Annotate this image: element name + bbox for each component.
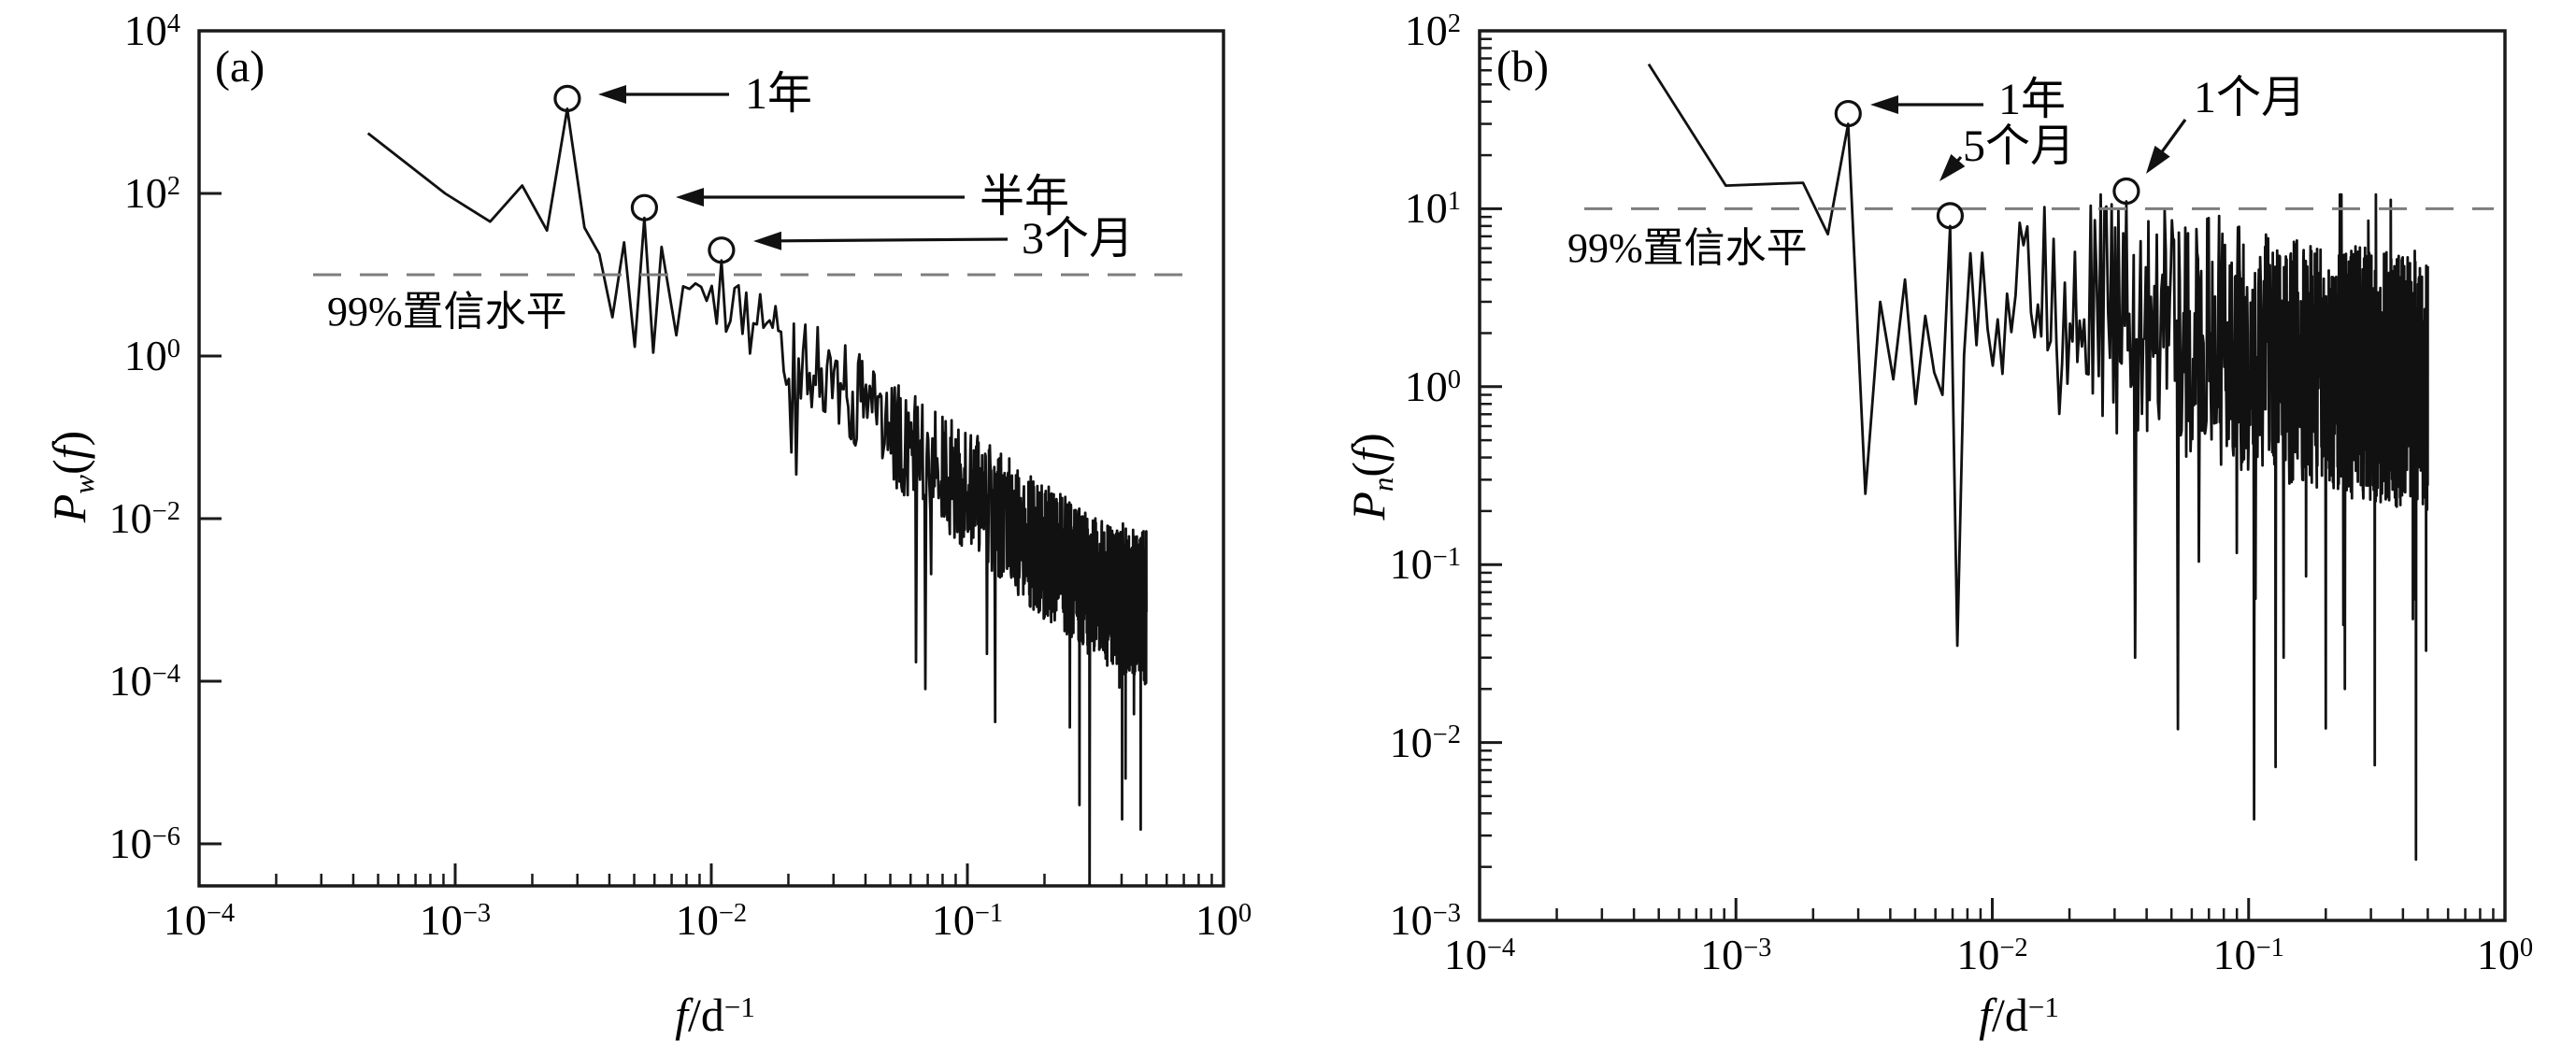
annotation-arrowhead-b-1 (1939, 153, 1966, 181)
y-tick-label-b: 10−3 (1389, 896, 1461, 944)
peak-circle-b-0 (1834, 99, 1862, 128)
xlabel-b-symbol: f (1979, 989, 1992, 1041)
confidence-label-a: 99%置信水平 (327, 289, 567, 335)
x-tick-label-b: 10−3 (1700, 931, 1772, 978)
y-tick-label-b: 102 (1404, 7, 1461, 54)
xlabel-a-unit: /d (688, 989, 724, 1041)
x-tick-label-b: 10−4 (1443, 931, 1516, 978)
x-tick-label-a: 10−3 (419, 896, 492, 944)
annotation-arrowhead-a-0 (598, 85, 626, 104)
ylabel-a-paren-open: ( (43, 459, 95, 475)
ylabel-b-arg: f (1342, 449, 1395, 462)
y-tick-label-a: 10−4 (108, 657, 180, 706)
annotation-arrow-line-a-2 (777, 237, 1009, 243)
y-tick-label-a: 10−6 (108, 820, 180, 868)
panel-a-tag: (a) (215, 42, 265, 92)
ylabel-b-paren-close: ) (1342, 433, 1395, 449)
y-tick-label-b: 10−1 (1389, 540, 1461, 589)
y-tick-label-b: 100 (1404, 362, 1461, 410)
annotation-1month-b: 1个月 (2194, 73, 2307, 122)
x-tick-label-a: 100 (1195, 896, 1252, 944)
ylabel-a-subscript: w (66, 475, 100, 494)
ylabel-b-symbol: P (1342, 492, 1395, 520)
y-tick-label-b: 101 (1404, 184, 1461, 233)
annotation-5month-b: 5个月 (1963, 121, 2076, 171)
annotation-arrow-line-b-2 (2158, 119, 2187, 155)
ylabel-a-arg: f (43, 446, 95, 460)
annotation-halfyear-a: 半年 (980, 172, 1070, 221)
panel-b-tag: (b) (1496, 42, 1549, 92)
annotation-arrowhead-a-2 (753, 231, 782, 250)
spectrum-curve-b (1647, 63, 2429, 862)
peak-circle-b-1 (1936, 202, 1965, 230)
x-tick-label-b: 100 (2476, 931, 2534, 978)
annotation-arrowhead-b-0 (1870, 95, 1898, 114)
y-tick-label-a: 104 (123, 7, 180, 54)
x-tick-label-a: 10−4 (163, 896, 236, 944)
peak-circle-a-2 (708, 236, 736, 264)
annotation-3month-a: 3个月 (1022, 214, 1135, 264)
x-tick-label-b: 10−1 (2212, 931, 2284, 978)
peak-circle-b-2 (2112, 177, 2140, 206)
xlabel-a-exponent: −1 (723, 990, 755, 1023)
xlabel-a-symbol: f (675, 989, 688, 1041)
annotation-arrowhead-a-1 (676, 188, 704, 207)
annotation-arrowhead-b-2 (2146, 145, 2170, 174)
confidence-label-b: 99%置信水平 (1567, 225, 1808, 271)
x-tick-label-a: 10−1 (931, 896, 1004, 944)
spectrum-curve-a (366, 107, 1148, 885)
xlabel-b-exponent: −1 (2027, 990, 2059, 1023)
ylabel-a-symbol: P (43, 493, 95, 523)
x-tick-label-a: 10−2 (675, 896, 748, 944)
x-axis-title-b: f/d−1 (1879, 987, 2159, 1043)
y-axis-title-a: Pw(f) (39, 336, 100, 617)
x-tick-label-b: 10−2 (1956, 931, 2028, 978)
ylabel-a-paren-close: ) (43, 430, 95, 447)
y-tick-label-a: 100 (123, 332, 180, 379)
annotation-1year-b: 1年 (1998, 75, 2067, 124)
y-tick-label-a: 10−2 (108, 494, 180, 542)
y-tick-label-a: 102 (123, 169, 180, 217)
plot-box-a (197, 29, 1225, 888)
ylabel-b-paren-open: ( (1342, 461, 1395, 478)
ylabel-b-subscript: n (1366, 477, 1399, 492)
annotation-1year-a: 1年 (745, 69, 813, 119)
x-axis-title-a: f/d−1 (575, 987, 855, 1043)
peak-circle-a-1 (630, 193, 659, 221)
peak-circle-a-0 (553, 84, 581, 113)
y-tick-label-b: 10−2 (1389, 718, 1461, 766)
xlabel-b-unit: /d (1992, 989, 2028, 1041)
